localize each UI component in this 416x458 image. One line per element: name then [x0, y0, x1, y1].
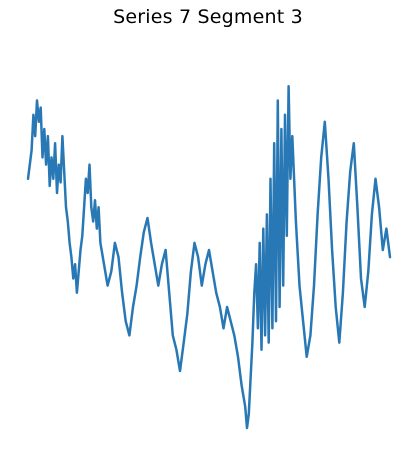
series-line-0 — [26, 84, 392, 430]
plot-area — [26, 84, 392, 430]
chart-title: Series 7 Segment 3 — [113, 6, 303, 28]
